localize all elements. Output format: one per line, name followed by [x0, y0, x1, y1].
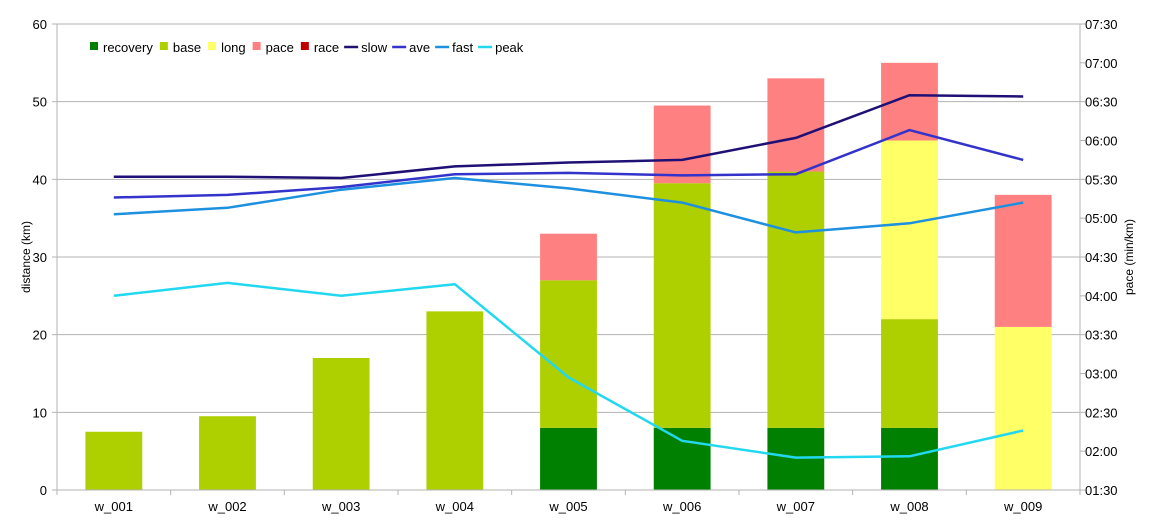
bar-pace: [653, 105, 711, 184]
legend-label-pace: pace: [266, 40, 294, 55]
y-tick-label: 20: [33, 328, 47, 343]
y2-tick-label: 05:00: [1085, 211, 1118, 226]
y2-tick-label: 02:00: [1085, 444, 1118, 459]
y-tick-label: 50: [33, 95, 47, 110]
bar-recovery: [540, 427, 597, 490]
bar-base: [881, 319, 938, 428]
pace-lines: [113, 93, 1024, 459]
x-tick-label: w_008: [889, 499, 928, 514]
legend: recovery base long pace race slow ave fast peak: [90, 40, 524, 55]
line-ave: [113, 128, 1024, 199]
legend-label-slow: slow: [361, 40, 388, 55]
bar-base: [199, 416, 256, 490]
y2-tick-label: 07:00: [1085, 56, 1118, 71]
legend-label-fast: fast: [452, 40, 473, 55]
y-tick-label: 60: [33, 17, 47, 32]
y2-tick-label: 06:30: [1085, 95, 1118, 110]
legend-label-base: base: [173, 40, 201, 55]
y-tick-label: 40: [33, 172, 47, 187]
y-axis-title: distance (km): [19, 221, 33, 293]
bars: [85, 62, 1052, 490]
bar-pace: [994, 194, 1052, 327]
bar-base: [653, 183, 711, 428]
y-tick-label: 0: [40, 483, 47, 498]
line-fast: [113, 176, 1024, 234]
bar-pace: [767, 78, 825, 172]
legend-label-recovery: recovery: [103, 40, 153, 55]
line-slow: [113, 93, 1024, 180]
legend-swatch-recovery: [90, 42, 98, 50]
bar-pace: [540, 233, 597, 281]
bar-base: [540, 280, 597, 428]
y2-tick-label: 01:30: [1085, 483, 1118, 498]
x-tick-label: w_005: [548, 499, 587, 514]
bar-long: [881, 140, 938, 320]
bar-recovery: [881, 427, 938, 490]
x-tick-label: w_007: [776, 499, 815, 514]
x-tick-label: w_009: [1003, 499, 1042, 514]
x-tick-label: w_002: [207, 499, 246, 514]
x-tick-label: w_006: [662, 499, 701, 514]
legend-label-ave: ave: [409, 40, 430, 55]
legend-swatch-race: [300, 42, 309, 50]
bar-recovery: [653, 427, 711, 490]
x-tick-label: w_001: [94, 499, 133, 514]
bar-recovery: [767, 427, 825, 490]
legend-swatch-base: [159, 42, 168, 50]
line-peak: [113, 281, 1024, 459]
legend-label-race: race: [314, 40, 339, 55]
y2-tick-label: 03:30: [1085, 328, 1118, 343]
y2-tick-label: 07:30: [1085, 17, 1118, 32]
x-tick-label: w_003: [321, 499, 360, 514]
legend-swatch-pace: [252, 42, 261, 50]
tick-labels: 0 10 20 30 40 50 60 01:30 02:00 02:30 03:00 03:30 04…: [33, 17, 1118, 514]
y2-tick-label: 05:30: [1085, 172, 1118, 187]
bar-long: [994, 326, 1052, 490]
bar-base: [426, 311, 484, 490]
axes: [52, 23, 1085, 495]
y2-tick-label: 03:00: [1085, 367, 1118, 382]
y2-tick-label: 02:30: [1085, 405, 1118, 420]
y-tick-label: 10: [33, 405, 47, 420]
y-tick-label: 30: [33, 250, 47, 265]
bar-base: [312, 357, 370, 490]
y2-tick-label: 04:30: [1085, 250, 1118, 265]
x-tick-label: w_004: [435, 499, 474, 514]
y2-tick-label: 06:00: [1085, 134, 1118, 149]
legend-label-peak: peak: [495, 40, 524, 55]
bar-base: [85, 431, 143, 490]
legend-label-long: long: [221, 40, 246, 55]
y2-tick-label: 04:00: [1085, 289, 1118, 304]
y2-axis-title: pace (min/km): [1122, 219, 1136, 295]
legend-swatch-long: [208, 42, 217, 50]
bar-base: [767, 171, 825, 428]
